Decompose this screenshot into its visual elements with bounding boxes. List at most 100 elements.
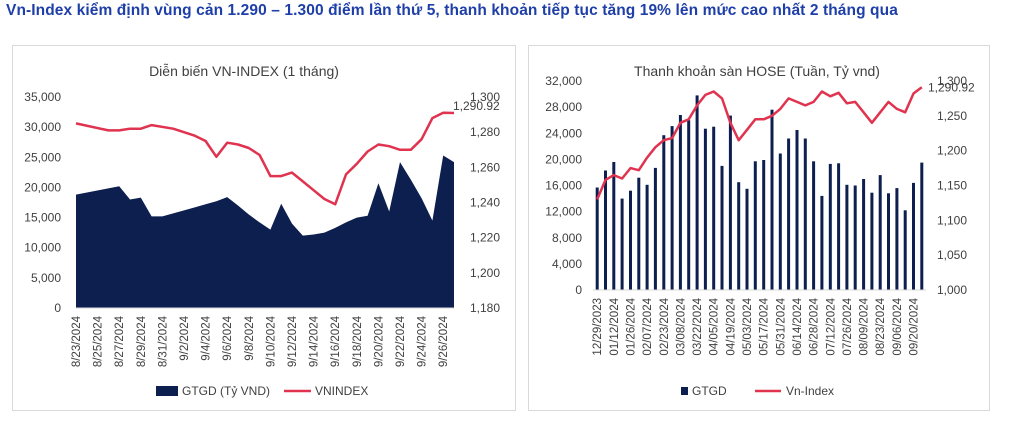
x-axis-tick: 01/26/2024 — [626, 297, 638, 355]
right-axis-tick: 1,300 — [470, 90, 500, 104]
left-axis-tick: 10,000 — [24, 241, 61, 255]
left-axis-tick: 20,000 — [24, 180, 61, 194]
gtgd-bar — [645, 184, 649, 290]
gtgd-bar — [678, 115, 682, 290]
left-axis-tick: 12,000 — [545, 205, 582, 219]
left-axis-tick: 4,000 — [552, 257, 582, 271]
x-axis-tick: 01/12/2024 — [609, 297, 621, 355]
gtgd-bar — [720, 165, 724, 290]
gtgd-bar — [728, 115, 732, 290]
hose-liquidity-chart-panel: Thanh khoản sàn HOSE (Tuần, Tỷ vnd) 0 4,00… — [528, 45, 990, 411]
gtgd-bar — [612, 162, 616, 290]
right-axis-tick: 1,250 — [937, 109, 967, 123]
x-axis-tick: 03/08/2024 — [675, 297, 687, 355]
gtgd-bar — [620, 198, 624, 290]
x-axis-tick: 09/06/2024 — [892, 297, 904, 355]
gtgd-bar — [862, 179, 866, 290]
x-axis-tick: 9/4/2024 — [201, 315, 213, 360]
gtgd-bar — [912, 182, 915, 290]
x-axis-tick: 9/8/2024 — [244, 315, 256, 360]
left-axis-tick: 25,000 — [24, 150, 61, 164]
x-axis-tick: 9/6/2024 — [222, 315, 234, 360]
x-axis-tick: 04/05/2024 — [709, 297, 721, 355]
gtgd-bar — [803, 138, 807, 290]
x-axis-tick: 9/2/2024 — [179, 315, 191, 360]
right-axis-tick: 1,180 — [470, 301, 500, 315]
x-axis-tick: 09/20/2024 — [909, 297, 921, 355]
gtgd-bar — [787, 138, 791, 290]
gtgd-bar — [845, 184, 849, 290]
gtgd-bar — [662, 135, 666, 290]
gtgd-bar — [687, 120, 691, 290]
gtgd-bar — [837, 163, 841, 290]
chart-title: Diễn biến VN-INDEX (1 tháng) — [149, 63, 339, 79]
x-axis-tick: 07/26/2024 — [842, 297, 854, 355]
x-axis-tick: 9/24/2024 — [417, 315, 429, 367]
left-axis-tick: 0 — [54, 301, 61, 315]
legend-vnindex-label: Vn-Index — [786, 384, 834, 398]
gtgd-bar — [795, 130, 799, 290]
left-axis-tick: 30,000 — [24, 120, 61, 134]
x-axis-tick: 8/23/2024 — [71, 315, 83, 367]
gtgd-bar — [895, 188, 899, 290]
x-axis-tick: 8/27/2024 — [114, 315, 126, 367]
gtgd-bar — [670, 126, 674, 290]
right-axis-tick: 1,000 — [937, 283, 967, 297]
left-axis-tick: 16,000 — [545, 179, 582, 193]
chart-title: Thanh khoản sàn HOSE (Tuần, Tỷ vnd) — [634, 63, 880, 79]
gtgd-bar — [745, 188, 749, 290]
gtgd-bar — [770, 109, 774, 290]
gtgd-bar — [778, 153, 782, 290]
right-axis-tick: 1,050 — [937, 248, 967, 262]
gtgd-bar — [695, 95, 699, 291]
last-value-label: 1,290.92 — [453, 99, 500, 113]
x-axis-tick: 9/10/2024 — [265, 315, 277, 367]
x-axis-tick: 02/07/2024 — [642, 297, 654, 355]
gtgd-bar — [653, 167, 657, 290]
x-axis-tick: 9/22/2024 — [395, 315, 407, 367]
gtgd-bar — [762, 160, 766, 290]
right-axis-tick: 1,300 — [937, 74, 967, 88]
gtgd-area — [76, 155, 454, 308]
gtgd-bar — [629, 190, 632, 290]
left-axis-tick: 28,000 — [545, 100, 582, 114]
page-headline: Vn-Index kiểm định vùng cản 1.290 – 1.30… — [6, 2, 898, 19]
gtgd-bar — [703, 128, 707, 290]
gtgd-bar — [887, 193, 890, 290]
legend-gtgd-label: GTGD — [692, 384, 727, 398]
x-axis-tick: 07/12/2024 — [825, 297, 837, 355]
left-axis-tick: 35,000 — [24, 90, 61, 104]
legend-gtgd-swatch — [681, 387, 688, 395]
x-axis-tick: 9/18/2024 — [352, 315, 364, 367]
gtgd-bar — [637, 177, 641, 290]
x-axis-tick: 8/29/2024 — [136, 315, 148, 367]
x-axis-tick: 8/31/2024 — [157, 315, 169, 367]
x-axis-tick: 9/16/2024 — [330, 315, 342, 367]
left-axis-tick: 0 — [575, 283, 582, 297]
x-axis-tick: 05/31/2024 — [775, 297, 787, 355]
last-value-label: 1,290.92 — [928, 80, 975, 94]
x-axis-tick: 12/29/2023 — [592, 298, 604, 356]
legend-vnindex-label: VNINDEX — [315, 384, 368, 398]
gtgd-bar — [878, 175, 882, 290]
hose-liquidity-bar-chart: Thanh khoản sàn HOSE (Tuần, Tỷ vnd) 0 4,00… — [545, 63, 975, 398]
gtgd-bar — [604, 170, 607, 290]
x-axis-tick: 02/23/2024 — [659, 297, 671, 355]
left-axis-tick: 20,000 — [545, 152, 582, 166]
x-axis-tick: 05/17/2024 — [759, 297, 771, 355]
legend-gtgd-swatch — [156, 386, 178, 396]
vnindex-line — [596, 86, 923, 200]
right-axis-tick: 1,280 — [470, 125, 500, 139]
right-axis-tick: 1,100 — [937, 213, 967, 227]
x-axis-tick: 9/12/2024 — [287, 315, 299, 367]
x-axis-tick: 9/14/2024 — [309, 315, 321, 367]
gtgd-bar — [712, 126, 716, 290]
right-axis-tick: 1,200 — [937, 144, 967, 158]
x-axis-tick: 9/26/2024 — [438, 315, 450, 367]
vnindex-area-chart: Diễn biến VN-INDEX (1 tháng) 0 5,000 10,000… — [24, 63, 500, 398]
legend-gtgd-label: GTGD (Tỷ VND) — [182, 384, 270, 398]
right-axis-tick: 1,200 — [470, 266, 500, 280]
gtgd-bar — [828, 163, 832, 290]
gtgd-bar — [812, 161, 816, 290]
gtgd-bar — [920, 162, 924, 290]
